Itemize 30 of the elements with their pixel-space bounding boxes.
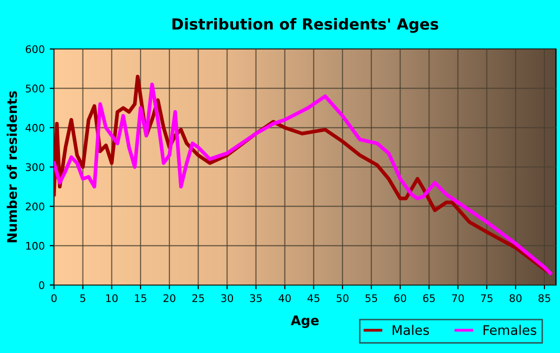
y-tick-label: 300 [26, 163, 44, 172]
chart-title: Distribution of Residents' Ages [172, 18, 438, 33]
x-tick-label: 5 [80, 294, 86, 302]
x-tick-label: 40 [278, 294, 291, 302]
x-tick-label: 30 [221, 294, 234, 302]
x-tick-label: 70 [452, 294, 464, 302]
y-tick-label: 500 [26, 84, 44, 92]
x-tick-label: 60 [394, 294, 406, 302]
x-tick-label: 35 [250, 294, 262, 302]
x-axis-title: Age [290, 316, 319, 328]
y-axis-title: Number of residents [6, 91, 17, 242]
legend-label: Males [392, 324, 429, 336]
x-tick-label: 15 [135, 294, 146, 302]
x-tick-label: 10 [106, 294, 118, 302]
y-tick-label: 400 [26, 124, 44, 132]
y-tick-label: 200 [26, 202, 44, 210]
x-tick-label: 55 [366, 294, 378, 302]
x-tick-label: 20 [164, 294, 176, 302]
y-tick-label: 600 [26, 45, 44, 54]
x-tick-label: 75 [480, 294, 492, 302]
x-tick-label: 85 [538, 294, 550, 302]
x-tick-label: 50 [336, 294, 348, 302]
y-tick-label: 100 [26, 242, 44, 250]
y-tick-label: 0 [39, 281, 44, 290]
x-tick-label: 25 [192, 294, 204, 302]
x-tick-label: 65 [423, 294, 435, 302]
x-tick-label: 80 [510, 294, 522, 302]
legend-label: Females [484, 324, 536, 336]
x-tick-label: 0 [51, 294, 57, 302]
x-tick-label: 45 [308, 294, 320, 302]
